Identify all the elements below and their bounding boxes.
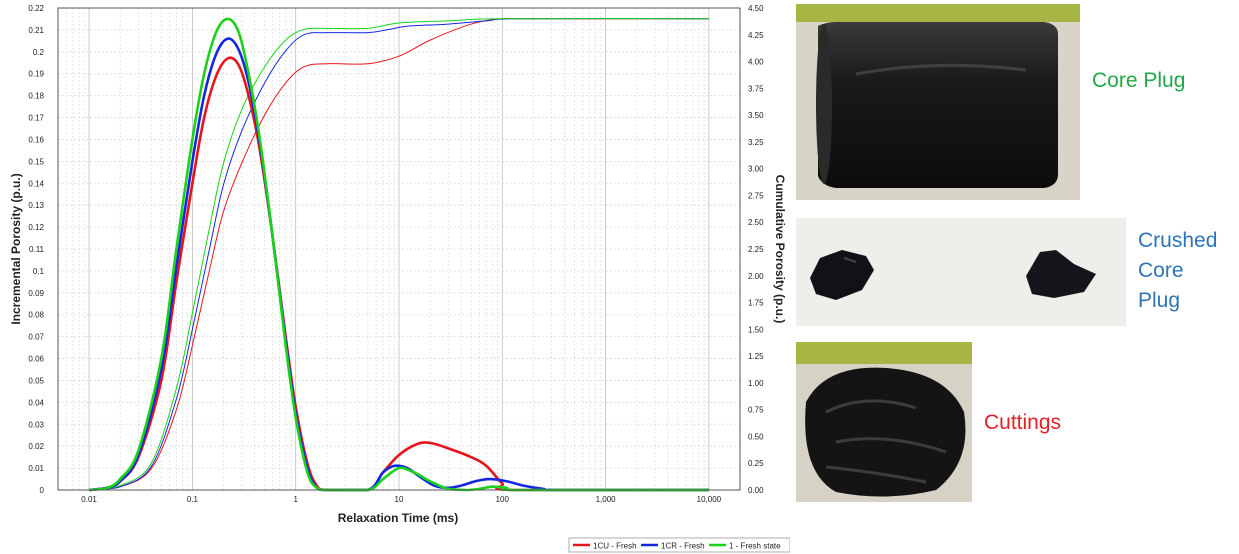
y-left-tick-label: 0.05 (28, 376, 44, 385)
y-left-tick-label: 0.04 (28, 398, 44, 407)
y-left-tick-label: 0.06 (28, 355, 44, 364)
crushed-core-photo (796, 218, 1126, 326)
y-right-tick-label: 0.25 (748, 459, 764, 468)
y-left-tick-label: 0.16 (28, 135, 44, 144)
y-left-tick-label: 0.02 (28, 442, 44, 451)
y-left-tick-label: 0.01 (28, 464, 44, 473)
x-tick-label: 100 (496, 495, 510, 504)
y-left-tick-label: 0.1 (33, 267, 45, 276)
y-left-tick-label: 0.2 (33, 48, 45, 57)
series-lines (88, 17, 709, 492)
y-right-tick-label: 3.50 (748, 111, 764, 120)
y-left-tick-label: 0.21 (28, 26, 44, 35)
x-tick-label: 0.01 (81, 495, 97, 504)
x-tick-label: 1,000 (596, 495, 617, 504)
legend-box (568, 537, 790, 553)
y-left-tick-label: 0 (40, 486, 45, 495)
y-right-tick-label: 1.25 (748, 352, 764, 361)
x-axis-label: Relaxation Time (ms) (338, 511, 458, 525)
y-left-tick-label: 0.12 (28, 223, 44, 232)
crushed-fragments-icon (796, 218, 1126, 326)
cuttings-photo (796, 342, 972, 502)
y-right-tick-label: 1.50 (748, 325, 764, 334)
legend-label-fresh: 1 - Fresh state (729, 542, 781, 551)
cuttings-label: Cuttings (984, 411, 1062, 434)
y-left-tick-label: 0.11 (29, 245, 45, 254)
y-axis-label-right: Cumulative Porosity (p.u.) (773, 175, 787, 324)
y-right-tick-label: 3.00 (748, 165, 764, 174)
porosity-chart: 0.01 0.1 1 10 100 1,000 10,00000.010.020.030.0… (9, 4, 790, 553)
y-right-tick-label: 1.00 (748, 379, 764, 388)
y-right-tick-label: 1.75 (748, 299, 764, 308)
crushed-label-line-1: Crushed (1138, 229, 1218, 252)
y-left-tick-label: 0.07 (28, 333, 44, 342)
chart-legend: 1CU - Fresh 1CR - Fresh 1 - Fresh state (568, 537, 790, 553)
grid-lines (57, 7, 741, 491)
y-right-tick-label: 4.00 (748, 58, 764, 67)
y-right-tick-label: 0.00 (748, 486, 764, 495)
crushed-label-line-2: Core (1138, 259, 1184, 282)
y-right-tick-label: 2.50 (748, 218, 764, 227)
y-right-tick-label: 2.25 (748, 245, 764, 254)
y-left-tick-label: 0.17 (28, 114, 44, 123)
y-right-tick-label: 4.25 (748, 31, 764, 40)
y-left-tick-label: 0.08 (28, 311, 44, 320)
legend-label-1cu: 1CU - Fresh (593, 542, 637, 551)
y-right-tick-label: 0.75 (748, 406, 764, 415)
y-right-tick-label: 2.75 (748, 191, 764, 200)
y-right-tick-label: 3.25 (748, 138, 764, 147)
y-left-tick-label: 0.15 (28, 157, 44, 166)
y-right-tick-label: 0.50 (748, 432, 764, 441)
cuttings-pile-icon (796, 342, 972, 502)
x-tick-label: 10,000 (697, 495, 722, 504)
y-left-tick-label: 0.14 (28, 179, 44, 188)
y-right-tick-label: 3.75 (748, 84, 764, 93)
core-plug-cylinder-icon (796, 4, 1080, 200)
crushed-core-label: Crushed Core Plug (1138, 226, 1217, 316)
crushed-label-line-3: Plug (1138, 289, 1181, 312)
core-plug-label: Core Plug (1092, 69, 1186, 92)
x-tick-label: 10 (395, 495, 404, 504)
y-left-tick-label: 0.22 (28, 4, 44, 13)
core-plug-photo (796, 4, 1080, 200)
x-tick-label: 0.1 (187, 495, 199, 504)
y-right-tick-label: 2.00 (748, 272, 764, 281)
y-right-tick-label: 4.50 (748, 4, 764, 13)
cumulative-line-fresh-state (89, 18, 709, 491)
y-left-tick-label: 0.09 (28, 289, 44, 298)
y-left-tick-label: 0.18 (28, 92, 44, 101)
y-axis-label-left: Incremental Porosity (p.u.) (9, 173, 23, 324)
x-tick-label: 1 (293, 495, 298, 504)
y-left-tick-label: 0.13 (28, 201, 44, 210)
legend-label-1cr: 1CR - Fresh (661, 542, 705, 551)
y-left-tick-label: 0.03 (28, 420, 44, 429)
plot-frame (57, 7, 741, 491)
cumulative-line-1cr-fresh (89, 18, 709, 491)
y-left-tick-label: 0.19 (28, 70, 44, 79)
tick-labels: 0.01 0.1 1 10 100 1,000 10,00000.010.020.030.0… (28, 4, 764, 504)
